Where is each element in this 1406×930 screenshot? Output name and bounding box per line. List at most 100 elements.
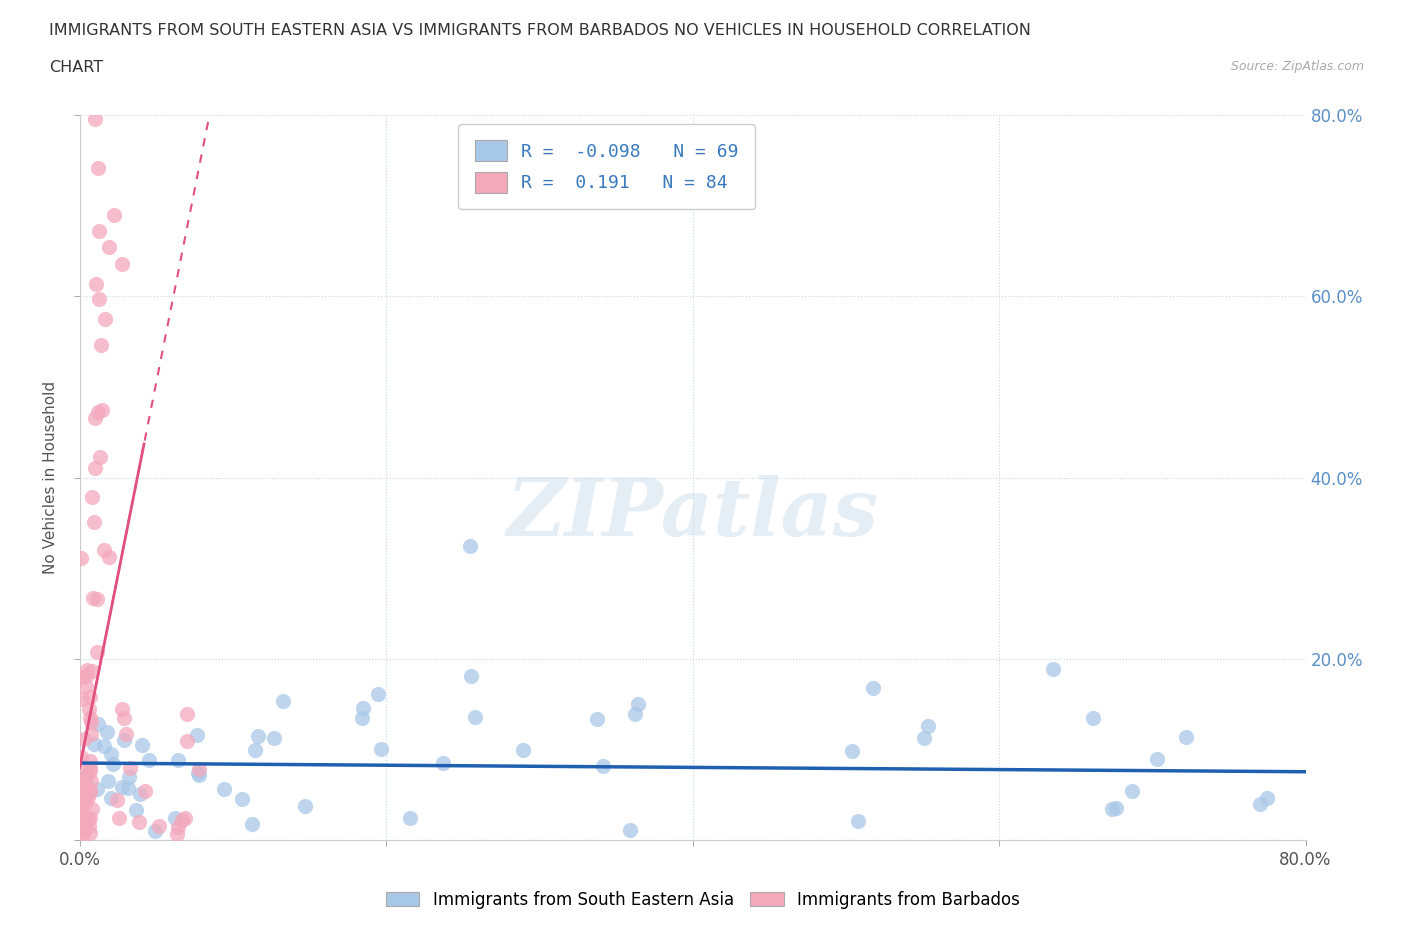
Point [111,702,134,717]
Point [103,208,125,223]
Point [73,732,96,747]
Point [271,694,294,709]
Point [110,257,132,272]
Point [294,798,316,813]
Point [862,681,884,696]
Point [352,700,374,715]
Point [131,737,153,752]
Point [69,750,91,764]
Point [138,752,160,767]
Text: CHART: CHART [49,60,103,75]
Point [76,767,98,782]
Point [72,830,94,844]
Point [79,754,101,769]
Point [76,668,98,683]
Point [124,96,146,111]
Point [72,825,94,840]
Point [120,761,142,776]
Point [592,759,614,774]
Point [75,790,97,805]
Point [83,411,105,426]
Point [627,698,650,712]
Point [172,813,194,828]
Point [117,780,139,795]
Point [841,744,863,759]
Point [87,160,110,175]
Text: IMMIGRANTS FROM SOUTH EASTERN ASIA VS IMMIGRANTS FROM BARBADOS NO VEHICLES IN HO: IMMIGRANTS FROM SOUTH EASTERN ASIA VS IM… [49,23,1031,38]
Point [186,727,208,742]
Point [90,338,112,352]
Point [93,738,115,753]
Point [128,787,150,802]
Point [128,815,150,830]
Point [134,784,156,799]
Point [231,791,253,806]
Point [77,701,100,716]
Point [69,551,91,565]
Point [84,277,107,292]
Point [69,801,91,816]
Point [367,686,389,701]
Text: ZIPatlas: ZIPatlas [506,475,879,552]
Point [212,781,235,796]
Point [79,690,101,705]
Point [1146,752,1168,767]
Point [96,724,118,739]
Point [79,810,101,825]
Point [69,822,91,837]
Point [586,711,609,726]
Point [1081,711,1104,725]
Point [72,787,94,802]
Point [460,669,482,684]
Point [166,752,188,767]
Point [167,820,190,835]
Point [1175,729,1198,744]
Point [1104,801,1126,816]
Point [187,762,209,777]
Point [80,773,103,788]
Point [917,719,939,734]
Point [79,783,101,798]
Point [89,449,111,464]
Point [79,711,101,725]
Point [399,810,422,825]
Point [79,764,101,778]
Point [97,550,120,565]
Point [94,312,117,326]
Point [70,822,93,837]
Point [848,814,870,829]
Point [84,112,107,126]
Point [163,811,186,826]
Point [112,733,135,748]
Point [80,802,103,817]
Point [79,785,101,800]
Point [72,815,94,830]
Point [118,769,141,784]
Point [86,782,108,797]
Point [75,777,97,792]
Point [187,765,209,780]
Point [512,742,534,757]
Point [76,762,98,777]
Point [76,663,98,678]
Point [148,818,170,833]
Point [82,489,104,504]
Text: Source: ZipAtlas.com: Source: ZipAtlas.com [1230,60,1364,73]
Point [77,812,100,827]
Point [75,770,97,785]
Point [350,711,373,725]
Legend: R =  -0.098   N = 69, R =  0.191   N = 84: R = -0.098 N = 69, R = 0.191 N = 84 [458,124,755,209]
Point [243,743,266,758]
Point [111,780,134,795]
Point [73,815,96,830]
Point [90,403,112,418]
Point [83,737,105,751]
Point [100,746,122,761]
Point [1256,790,1278,805]
Point [87,223,110,238]
Point [176,733,198,748]
Point [86,591,108,606]
Point [107,792,129,807]
Point [188,767,211,782]
Point [75,767,97,782]
